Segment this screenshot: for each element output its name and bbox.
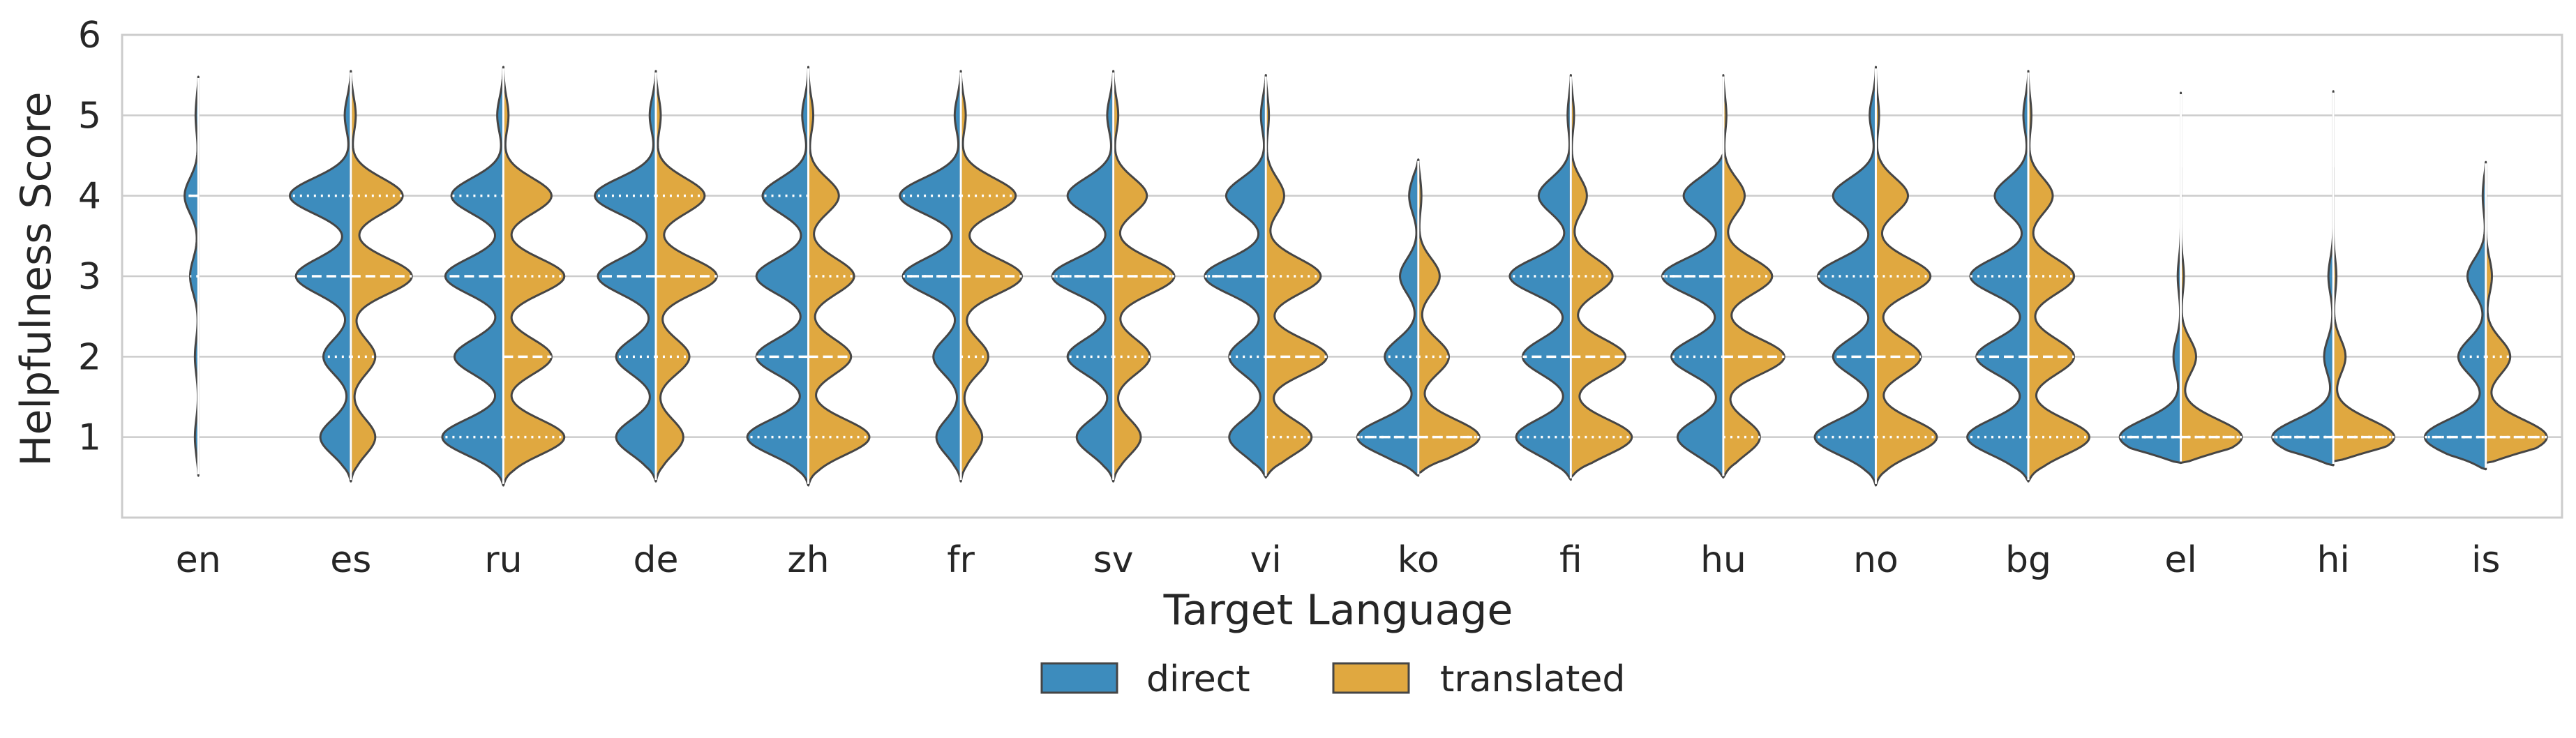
- violin-body-no-direct: [1813, 66, 1877, 487]
- x-tick-labels: en es ru de zh fr sv vi ko fi hu no bg el hi is: [176, 539, 2501, 581]
- violin-zh-direct: [746, 66, 810, 487]
- violin-body-el-direct: [2118, 166, 2182, 465]
- violin-body-zh-translated: [807, 66, 871, 487]
- violin-ru-translated: [502, 66, 566, 487]
- violin-ko-translated: [1417, 158, 1481, 475]
- y-tick-1: 1: [78, 417, 101, 459]
- y-tick-5: 5: [78, 95, 101, 137]
- violin-de-translated: [654, 70, 718, 483]
- violin-fi-translated: [1569, 74, 1633, 479]
- x-tick-sv: sv: [1093, 539, 1134, 581]
- violin-body-no-translated: [1874, 66, 1938, 487]
- violin-vi-direct: [1204, 74, 1267, 479]
- violin-hu-translated: [1722, 74, 1785, 479]
- violin-no-translated: [1874, 66, 1938, 487]
- violin-body-is-translated: [2485, 169, 2548, 465]
- violin-no-direct: [1813, 66, 1877, 487]
- violin-es-translated: [350, 70, 413, 483]
- x-tick-es: es: [330, 539, 371, 581]
- violin-hi-direct: [2271, 166, 2335, 467]
- violin-body-hu-translated: [1722, 74, 1785, 479]
- violin-en-direct: [184, 75, 200, 477]
- violin-sv-direct: [1051, 70, 1115, 483]
- x-tick-hu: hu: [1700, 539, 1746, 581]
- violin-body-vi-translated: [1264, 74, 1328, 479]
- violin-bg-direct: [1966, 70, 2030, 483]
- violin-ru-direct: [441, 66, 504, 487]
- y-tick-labels: 1 2 3 4 5 6: [78, 15, 101, 459]
- violin-hu-direct: [1661, 153, 1725, 479]
- violin-el-translated: [2180, 91, 2243, 465]
- violin-fr-direct: [899, 70, 962, 483]
- x-tick-fi: fi: [1559, 539, 1582, 581]
- y-tick-2: 2: [78, 336, 101, 378]
- legend-label-translated: translated: [1440, 658, 1625, 700]
- violin-sv-translated: [1112, 70, 1176, 483]
- x-tick-ko: ko: [1398, 539, 1439, 581]
- violin-zh-translated: [807, 66, 871, 487]
- x-tick-fr: fr: [947, 539, 975, 581]
- x-tick-is: is: [2471, 539, 2501, 581]
- x-tick-en: en: [176, 539, 221, 581]
- violin-es-direct: [288, 70, 352, 483]
- x-tick-hi: hi: [2316, 539, 2349, 581]
- x-tick-ru: ru: [484, 539, 522, 581]
- violin-body-fi-direct: [1508, 74, 1572, 481]
- x-tick-vi: vi: [1250, 539, 1282, 581]
- violin-body-ru-translated: [502, 66, 566, 487]
- violin-body-bg-direct: [1966, 70, 2030, 483]
- x-tick-el: el: [2164, 539, 2196, 581]
- violins: [184, 66, 2548, 487]
- violin-is-translated: [2485, 169, 2548, 465]
- legend-swatch-translated: [1332, 662, 1410, 694]
- plot-frame: [121, 33, 2563, 519]
- violin-el-direct: [2118, 166, 2182, 465]
- violin-body-is-direct: [2423, 160, 2487, 471]
- legend-swatch-direct: [1040, 662, 1118, 694]
- violin-ko-direct: [1356, 158, 1420, 477]
- y-tick-4: 4: [78, 176, 101, 218]
- violin-body-el-translated: [2180, 91, 2243, 465]
- violin-vi-translated: [1264, 74, 1328, 479]
- violin-bg-translated: [2027, 70, 2090, 483]
- violin-body-hi-direct: [2271, 166, 2335, 467]
- y-axis-title: Helpfulness Score: [12, 91, 61, 466]
- violin-body-ko-translated: [1417, 158, 1481, 475]
- violin-body-zh-direct: [746, 66, 810, 487]
- violin-de-direct: [594, 70, 657, 483]
- violin-fr-translated: [959, 70, 1024, 483]
- x-tick-bg: bg: [2005, 539, 2051, 581]
- x-tick-no: no: [1853, 539, 1899, 581]
- violin-fi-direct: [1508, 74, 1572, 481]
- legend-label-direct: direct: [1146, 658, 1250, 700]
- y-tick-6: 6: [78, 15, 101, 57]
- x-axis-title: Target Language: [1163, 586, 1513, 635]
- x-tick-zh: zh: [787, 539, 829, 581]
- violin-body-hu-direct: [1661, 153, 1725, 479]
- plot-border: [121, 33, 2563, 519]
- violin-body-ko-direct: [1356, 158, 1420, 477]
- y-tick-3: 3: [78, 256, 101, 298]
- legend: direct translated: [1040, 658, 1625, 700]
- violin-body-fi-translated: [1569, 74, 1633, 479]
- x-tick-de: de: [633, 539, 678, 581]
- violin-is-direct: [2423, 160, 2487, 471]
- violin-body-bg-translated: [2027, 70, 2090, 483]
